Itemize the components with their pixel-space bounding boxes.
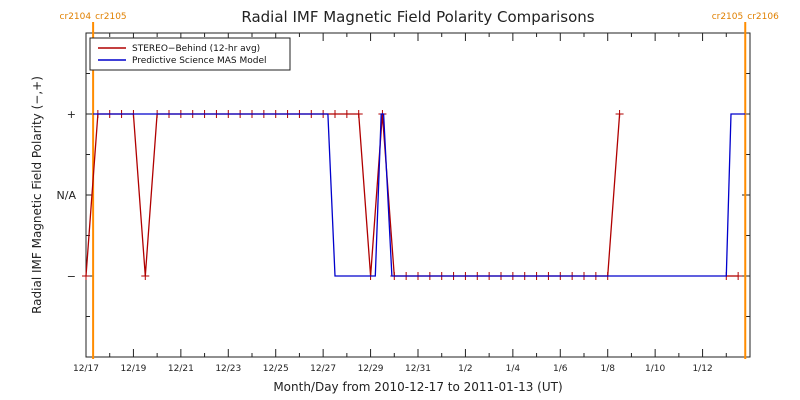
plot-area: + N/A − 12/17 12/19 12/21 12/23 12/25 12/27 12/29… bbox=[57, 12, 780, 374]
legend-box bbox=[89, 37, 291, 71]
legend-label-stereo: STEREO−Behind (12-hr avg) bbox=[132, 44, 260, 54]
stereo-data-point bbox=[615, 110, 624, 118]
y-tick-label: N/A bbox=[57, 189, 77, 202]
legend-label-model: Predictive Science MAS Model bbox=[132, 56, 267, 66]
carrington-right-label: cr2106 bbox=[747, 12, 779, 22]
x-tick-label: 12/23 bbox=[215, 364, 241, 374]
carrington-left-label: cr2105 bbox=[712, 12, 744, 22]
x-tick-label: 1/4 bbox=[506, 364, 521, 374]
stereo-data-point bbox=[734, 272, 743, 280]
stereo-data-point bbox=[141, 272, 150, 280]
chart-title: Radial IMF Magnetic Field Polarity Compa… bbox=[241, 8, 594, 26]
stereo-data-point bbox=[354, 110, 363, 118]
x-tick-label: 12/31 bbox=[405, 364, 431, 374]
x-tick-label: 1/10 bbox=[645, 364, 665, 374]
x-tick-label: 1/8 bbox=[600, 364, 615, 374]
x-tick-label: 12/21 bbox=[168, 364, 194, 374]
x-axis-label: Month/Day from 2010-12-17 to 2011-01-13 … bbox=[273, 380, 562, 394]
x-tick-label: 12/29 bbox=[358, 364, 384, 374]
x-tick-label: 12/19 bbox=[120, 364, 146, 374]
stereo-data-point bbox=[331, 110, 339, 118]
x-tick-label: 1/6 bbox=[553, 364, 568, 374]
y-tick-label: − bbox=[67, 270, 76, 283]
carrington-right-label: cr2105 bbox=[95, 12, 127, 22]
x-tick-label: 1/2 bbox=[458, 364, 472, 374]
carrington-left-label: cr2104 bbox=[60, 12, 92, 22]
x-tick-label: 12/17 bbox=[73, 364, 99, 374]
y-tick-label: + bbox=[67, 108, 76, 121]
series-line-model bbox=[93, 113, 746, 277]
y-axis-label: Radial IMF Magnetic Field Polarity (−,+) bbox=[30, 76, 44, 314]
stereo-data-point bbox=[342, 110, 351, 118]
x-tick-label: 12/27 bbox=[310, 364, 336, 374]
stereo-data-point bbox=[82, 272, 90, 280]
x-tick-label: 12/25 bbox=[263, 364, 289, 374]
x-tick-label: 1/12 bbox=[692, 364, 712, 374]
